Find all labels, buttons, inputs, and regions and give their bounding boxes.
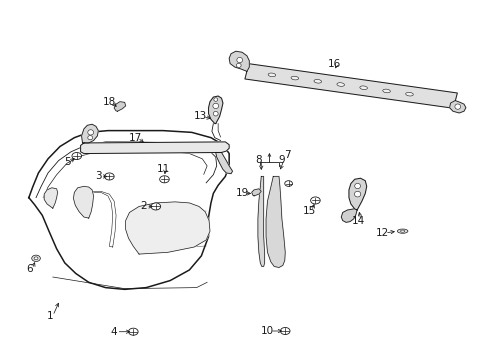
Circle shape <box>284 181 292 186</box>
Circle shape <box>310 197 320 204</box>
Ellipse shape <box>400 230 404 232</box>
Text: 5: 5 <box>64 157 70 167</box>
Ellipse shape <box>290 76 298 80</box>
Polygon shape <box>81 124 98 143</box>
Circle shape <box>128 328 138 335</box>
Ellipse shape <box>397 229 407 233</box>
Text: 18: 18 <box>102 98 116 107</box>
Text: 2: 2 <box>140 202 147 211</box>
Ellipse shape <box>354 183 360 189</box>
Ellipse shape <box>405 93 412 96</box>
Circle shape <box>72 153 81 159</box>
Polygon shape <box>257 176 264 266</box>
Ellipse shape <box>267 73 275 77</box>
Ellipse shape <box>336 83 344 86</box>
Polygon shape <box>125 202 209 254</box>
Ellipse shape <box>212 103 218 109</box>
Text: 1: 1 <box>47 311 54 321</box>
Text: 3: 3 <box>95 171 102 181</box>
Text: 14: 14 <box>351 216 365 226</box>
Ellipse shape <box>236 63 241 67</box>
Ellipse shape <box>88 136 92 140</box>
Text: 19: 19 <box>235 188 248 198</box>
Text: 17: 17 <box>128 133 142 143</box>
Polygon shape <box>244 64 456 108</box>
Circle shape <box>280 328 289 334</box>
Ellipse shape <box>213 98 217 101</box>
Ellipse shape <box>236 57 242 63</box>
Polygon shape <box>114 102 125 111</box>
Ellipse shape <box>454 104 460 109</box>
Circle shape <box>160 176 169 183</box>
Circle shape <box>32 255 41 261</box>
Ellipse shape <box>88 130 93 135</box>
Text: 12: 12 <box>375 228 388 238</box>
Polygon shape <box>341 209 356 222</box>
Polygon shape <box>251 189 261 196</box>
Polygon shape <box>348 178 366 210</box>
Ellipse shape <box>359 86 366 90</box>
Polygon shape <box>44 188 58 208</box>
Text: 7: 7 <box>284 150 290 160</box>
Polygon shape <box>229 51 249 71</box>
Ellipse shape <box>382 89 389 93</box>
Text: 4: 4 <box>111 327 117 337</box>
Ellipse shape <box>213 111 218 116</box>
Circle shape <box>104 173 114 180</box>
Text: 15: 15 <box>302 206 315 216</box>
Text: 10: 10 <box>261 326 273 336</box>
Polygon shape <box>81 142 229 154</box>
Polygon shape <box>73 186 93 218</box>
Text: 6: 6 <box>26 264 33 274</box>
Polygon shape <box>265 176 285 267</box>
Text: 8: 8 <box>255 154 262 165</box>
Polygon shape <box>448 100 465 113</box>
Polygon shape <box>29 131 229 289</box>
Text: 16: 16 <box>327 59 341 68</box>
Circle shape <box>151 203 160 210</box>
Ellipse shape <box>354 191 360 197</box>
Polygon shape <box>215 153 232 174</box>
Text: 9: 9 <box>278 154 285 165</box>
Polygon shape <box>208 96 223 123</box>
Text: 11: 11 <box>156 165 169 174</box>
Ellipse shape <box>313 80 321 83</box>
Circle shape <box>34 257 38 260</box>
Text: 13: 13 <box>193 112 206 121</box>
